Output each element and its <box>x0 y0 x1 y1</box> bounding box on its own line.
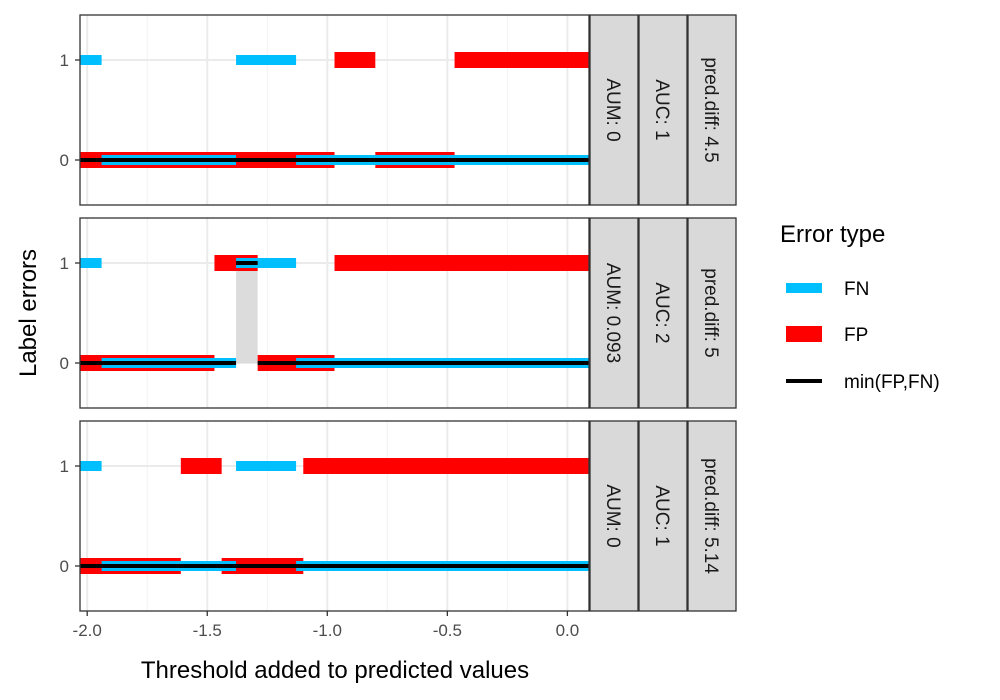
panel-3: 0 1 AUM: 0 AUC: 1 pred.diff: 5.14 <box>60 420 737 612</box>
facet-strip-label: AUM: 0 <box>602 78 623 141</box>
y-tick-label: 0 <box>60 151 69 170</box>
legend-item: FN <box>786 279 869 300</box>
facet-strip <box>638 14 688 206</box>
facet-strip <box>589 217 639 409</box>
facet-strip-label: pred.diff: 5.14 <box>700 458 721 574</box>
legend-label: FP <box>844 325 868 346</box>
legend-item: FP <box>786 325 868 346</box>
y-tick-label: 0 <box>60 557 69 576</box>
x-tick-label: 0.0 <box>556 621 580 640</box>
y-tick-label: 0 <box>60 354 69 373</box>
facet-strip <box>687 420 737 612</box>
aum-region <box>236 263 258 363</box>
legend: Error type FN FP min(FP,FN) <box>780 221 940 393</box>
y-tick-label: 1 <box>60 51 69 70</box>
facet-strip <box>589 14 639 206</box>
facet-strip-label: AUC: 1 <box>651 485 672 546</box>
facet-panels: 0 1 AUM: 0 AUC: 1 pred.diff: 4.5 0 1 AUM: 0.093… <box>60 14 737 612</box>
legend-label: FN <box>844 279 869 300</box>
x-tick-label: -0.5 <box>433 621 462 640</box>
facet-strip <box>589 420 639 612</box>
facet-strip <box>638 217 688 409</box>
panel-background <box>80 15 589 205</box>
panel-border <box>79 14 590 206</box>
facet-strip <box>687 14 737 206</box>
panel-border <box>79 217 590 409</box>
y-tick-label: 1 <box>60 457 69 476</box>
facet-strip <box>638 420 688 612</box>
panel-background <box>80 421 589 611</box>
facet-strip-label: pred.diff: 5 <box>700 268 721 357</box>
legend-item: min(FP,FN) <box>786 372 940 393</box>
facet-strip-label: AUC: 1 <box>651 79 672 140</box>
facet-strip-label: AUM: 0 <box>602 484 623 547</box>
legend-label: min(FP,FN) <box>844 372 940 393</box>
x-axis-title: Threshold added to predicted values <box>141 657 529 684</box>
panel-background <box>80 218 589 408</box>
panel-border <box>79 420 590 612</box>
facet-strip <box>687 217 737 409</box>
x-tick-label: -1.0 <box>313 621 342 640</box>
y-tick-label: 1 <box>60 254 69 273</box>
facet-strip-label: pred.diff: 4.5 <box>700 57 721 162</box>
panel-1: 0 1 AUM: 0 AUC: 1 pred.diff: 4.5 <box>60 14 737 206</box>
legend-title: Error type <box>780 221 885 248</box>
panel-2: 0 1 AUM: 0.093 AUC: 2 pred.diff: 5 <box>60 217 737 409</box>
y-axis-title: Label errors <box>15 249 42 377</box>
legend-items: FN FP min(FP,FN) <box>786 279 940 393</box>
facet-strip-label: AUM: 0.093 <box>602 263 623 363</box>
x-tick-label: -1.5 <box>193 621 222 640</box>
facet-strip-label: AUC: 2 <box>651 282 672 343</box>
x-axis: -2.0 -1.5 -1.0 -0.5 0.0 <box>73 611 580 640</box>
x-tick-label: -2.0 <box>73 621 102 640</box>
